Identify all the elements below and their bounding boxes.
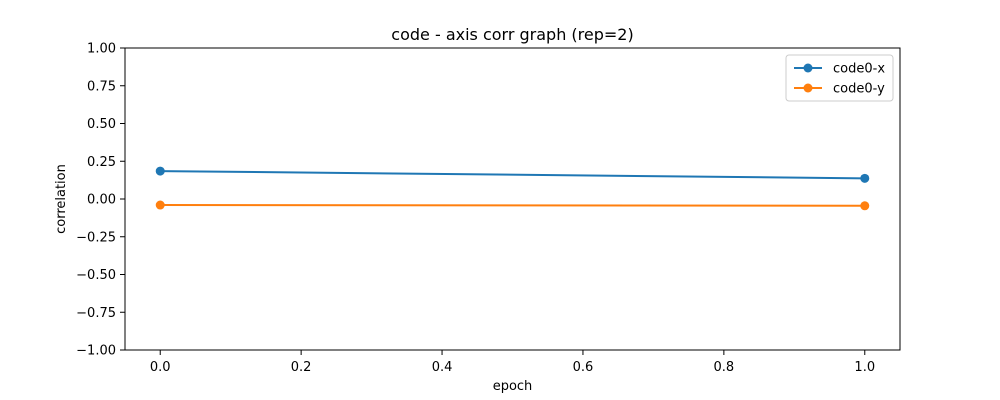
y-tick-label: −1.00 (76, 344, 116, 359)
legend-swatch-marker (803, 83, 813, 93)
y-tick-label: −0.25 (76, 230, 116, 245)
y-tick-label: 0.25 (87, 155, 116, 170)
data-point-code0-x (860, 173, 870, 183)
series-line-code0-y (160, 204, 865, 207)
chart-title: code - axis corr graph (rep=2) (391, 25, 633, 44)
data-point-code0-y (155, 200, 165, 210)
y-tick-label: 0.50 (87, 117, 116, 132)
legend-entry: code0-y (833, 82, 885, 97)
x-tick-label: 1.0 (854, 360, 875, 375)
legend-entry: code0-x (833, 62, 885, 77)
x-tick-label: 0.4 (432, 360, 453, 375)
y-tick-label: 0.00 (87, 193, 116, 208)
axes-frame (124, 47, 901, 351)
data-point-code0-x (155, 166, 165, 176)
x-tick-label: 0.2 (291, 360, 312, 375)
x-axis-label: epoch (493, 379, 533, 394)
legend-swatch-marker (803, 63, 813, 73)
y-axis-label: correlation (54, 164, 69, 234)
x-tick-label: 0.8 (714, 360, 735, 375)
legend-box (785, 54, 894, 102)
data-point-code0-y (860, 201, 870, 211)
y-tick-label: −0.75 (76, 306, 116, 321)
y-tick-label: −0.50 (76, 268, 116, 283)
y-tick-label: 1.00 (87, 42, 116, 57)
y-tick-label: 0.75 (87, 79, 116, 94)
x-tick-label: 0.6 (573, 360, 594, 375)
series-line-code0-x (160, 170, 865, 180)
x-tick-label: 0.0 (150, 360, 171, 375)
plot-area: 0.0 0.2 0.4 0.6 0.8 1.0 −1.00 −0.75 −0.50 −0.25 0.… (76, 42, 901, 375)
